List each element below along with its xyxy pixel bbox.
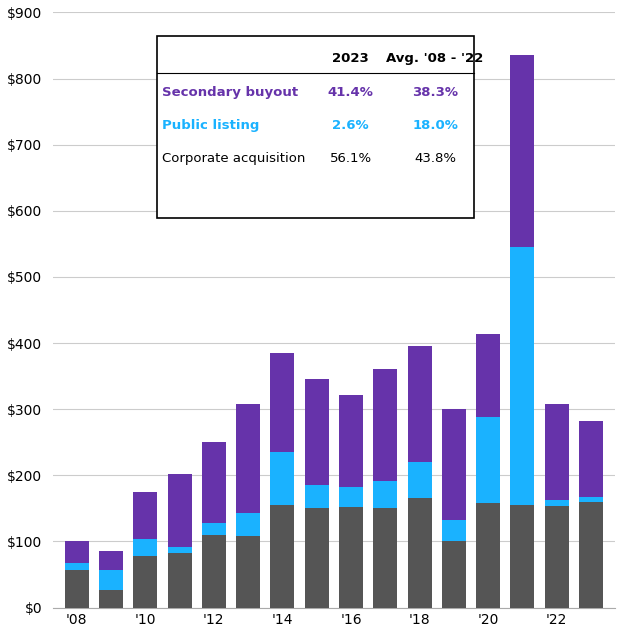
Bar — [65, 570, 88, 607]
Bar — [133, 540, 157, 556]
Bar — [202, 442, 226, 523]
Bar — [407, 346, 432, 462]
Text: Corporate acquisition: Corporate acquisition — [162, 152, 305, 165]
Bar — [133, 492, 157, 540]
Bar — [65, 563, 88, 570]
Text: 38.3%: 38.3% — [412, 86, 458, 100]
Text: 2023: 2023 — [332, 53, 369, 65]
Bar — [202, 534, 226, 607]
Bar — [99, 590, 123, 607]
Bar — [476, 503, 500, 607]
Bar — [271, 353, 294, 452]
Bar — [133, 556, 157, 607]
Bar — [373, 481, 397, 508]
Bar — [545, 507, 569, 607]
Bar — [373, 508, 397, 607]
Bar — [271, 505, 294, 607]
Bar — [579, 421, 603, 497]
Bar — [167, 547, 192, 553]
Bar — [99, 570, 123, 590]
Bar — [442, 409, 466, 521]
Bar — [511, 247, 534, 505]
Bar — [579, 501, 603, 607]
Bar — [373, 370, 397, 481]
Text: 18.0%: 18.0% — [412, 119, 458, 132]
Bar — [167, 474, 192, 547]
Bar — [305, 379, 328, 485]
Bar — [511, 505, 534, 607]
Bar — [476, 417, 500, 503]
Bar — [407, 498, 432, 607]
Text: 43.8%: 43.8% — [414, 152, 456, 165]
Bar — [545, 500, 569, 507]
Text: 41.4%: 41.4% — [328, 86, 374, 100]
Bar — [339, 507, 363, 607]
Text: Avg. '08 - '22: Avg. '08 - '22 — [386, 53, 484, 65]
Bar — [305, 508, 328, 607]
Bar — [442, 541, 466, 607]
Bar — [202, 523, 226, 534]
Text: 56.1%: 56.1% — [330, 152, 372, 165]
Bar — [442, 521, 466, 541]
Bar — [271, 452, 294, 505]
Bar — [339, 487, 363, 507]
Bar — [236, 404, 260, 513]
Bar — [305, 485, 328, 508]
Bar — [167, 553, 192, 607]
Bar — [99, 552, 123, 570]
Text: Secondary buyout: Secondary buyout — [162, 86, 299, 100]
Bar — [236, 513, 260, 536]
Bar — [545, 404, 569, 500]
Bar — [339, 394, 363, 487]
Bar — [476, 335, 500, 417]
Text: Public listing: Public listing — [162, 119, 259, 132]
FancyBboxPatch shape — [157, 36, 475, 217]
Bar — [511, 55, 534, 247]
Bar — [579, 497, 603, 501]
Bar — [236, 536, 260, 607]
Bar — [65, 541, 88, 563]
Bar — [407, 462, 432, 498]
Text: 2.6%: 2.6% — [332, 119, 369, 132]
